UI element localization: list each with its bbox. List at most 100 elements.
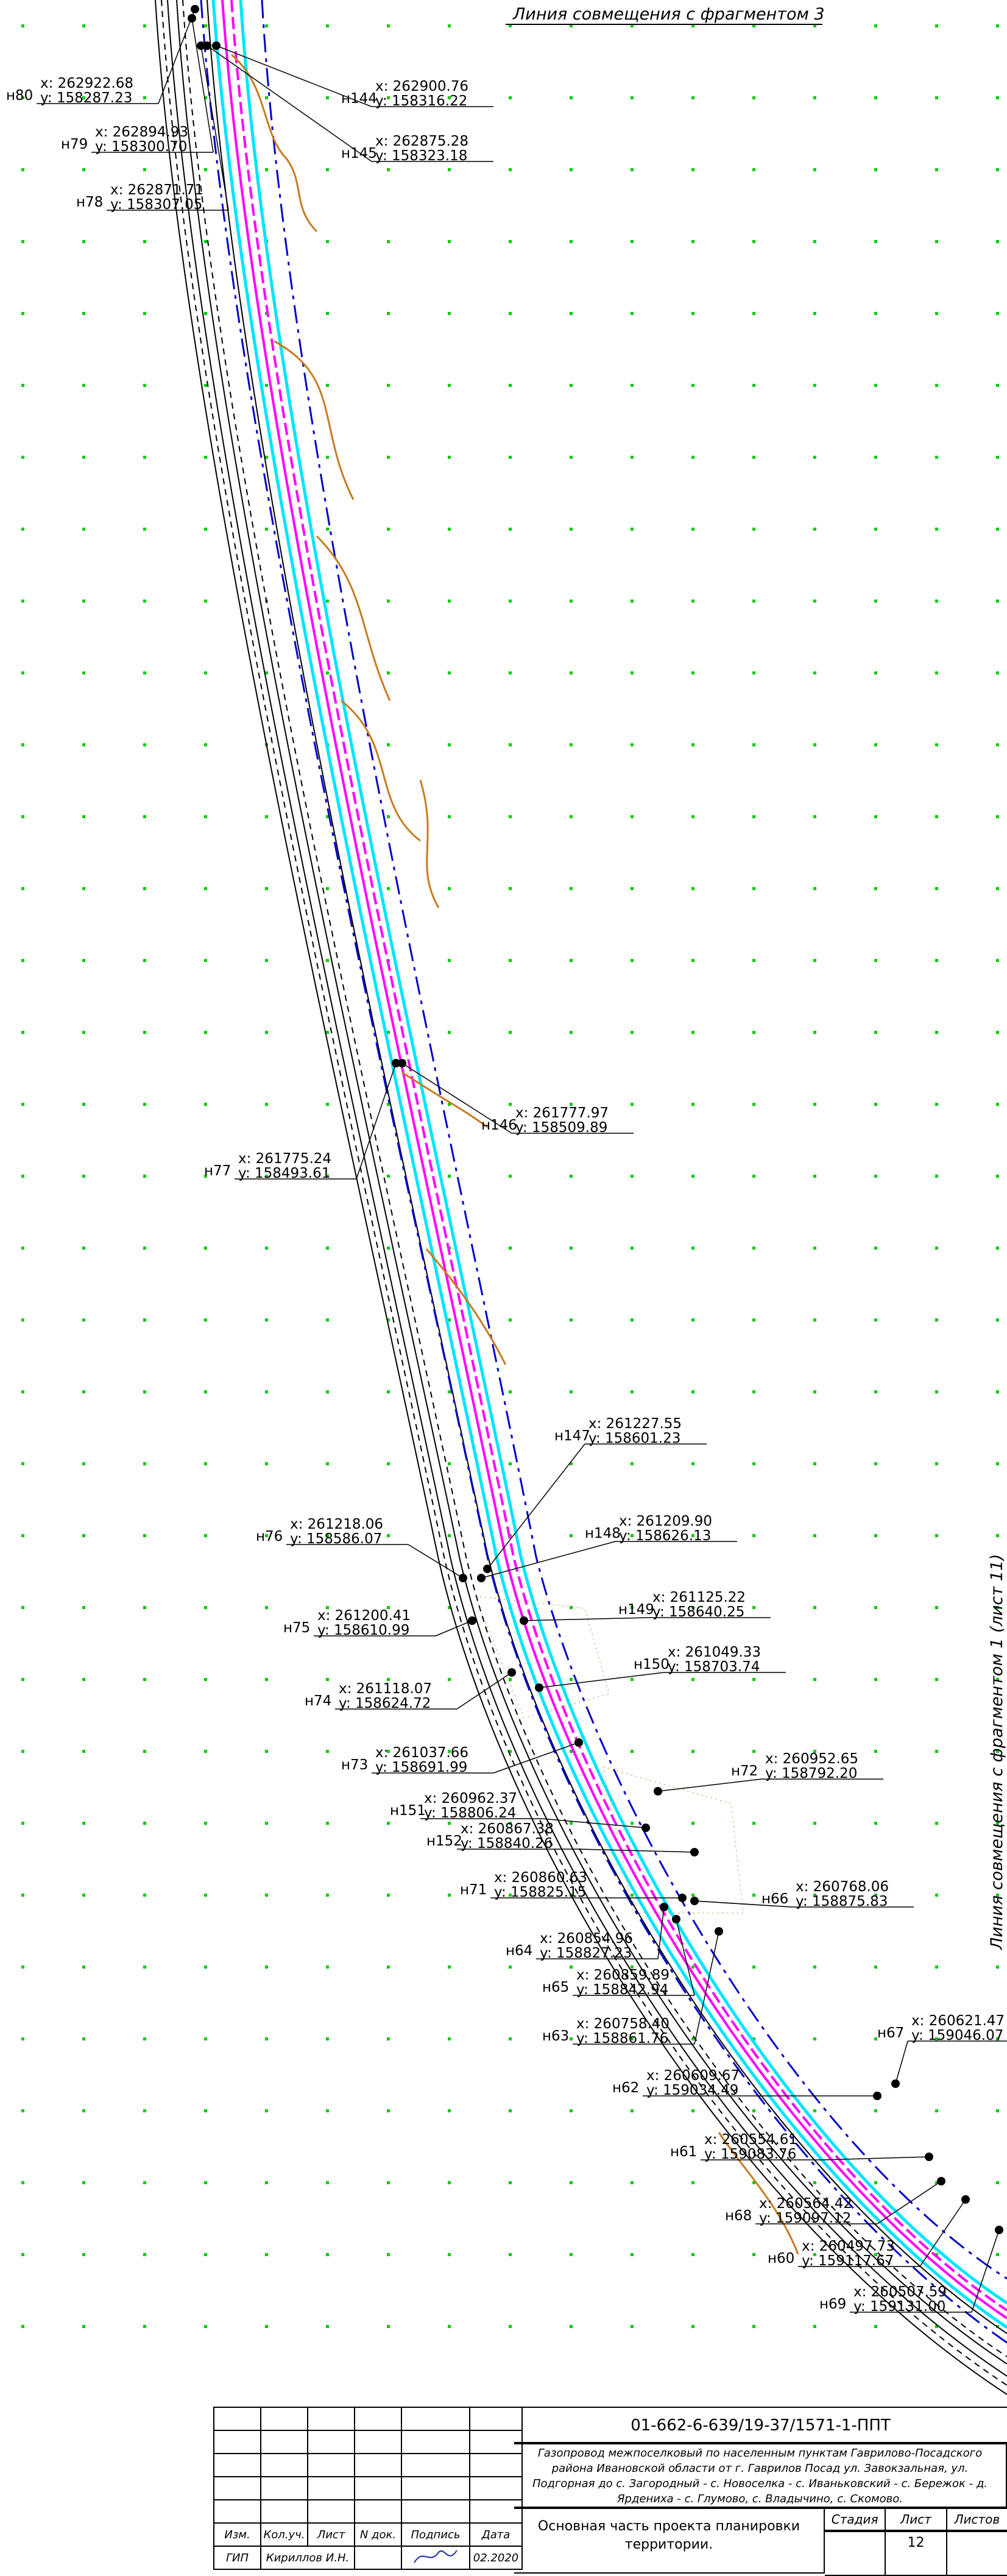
point-name: н62 (612, 2080, 639, 2096)
point-y-coordinate: y: 158703.74 (668, 1659, 760, 1675)
gas-pipeline (221, 0, 1007, 2319)
leader-line (457, 1849, 695, 1853)
leader-line (207, 45, 493, 162)
point-y-coordinate: y: 158825.15 (494, 1884, 586, 1900)
point-x-coordinate: x: 262900.76 (375, 79, 468, 94)
point-x-coordinate: x: 260859.89 (576, 1967, 670, 1983)
point-x-coordinate: x: 261037.66 (375, 1745, 468, 1761)
point-y-coordinate: y: 158586.07 (290, 1531, 382, 1547)
point-name: н146 (481, 1117, 517, 1133)
project-title: Газопровод межпоселковый по населенным п… (514, 2442, 1007, 2508)
revision-row: Изм. Кол.уч. Лист N док. Подпись Дата (213, 2522, 523, 2547)
leader-line (487, 1443, 707, 1569)
revision-cell (401, 2453, 470, 2477)
leader-line (107, 45, 229, 211)
revision-cell (260, 2476, 308, 2500)
survey-point-н62: н62 x: 260609.67y: 159034.49 (612, 2068, 882, 2100)
document-code: 01-662-6-639/19-37/1571-1-ППТ (514, 2407, 1007, 2444)
revision-cell (469, 2476, 523, 2500)
survey-point-н60: н60 x: 260497.73y: 159117.67 (768, 2195, 970, 2269)
point-x-coordinate: x: 260554.61 (704, 2132, 797, 2148)
point-name: н66 (761, 1891, 788, 1907)
point-x-coordinate: x: 262875.28 (375, 133, 468, 149)
point-y-coordinate: y: 158875.83 (796, 1894, 888, 1909)
survey-point-н68: н68 x: 260564.42y: 159097.12 (725, 2177, 945, 2226)
match-line-note-right: Линия совмещения с фрагментом 1 (лист 11… (988, 1554, 1006, 1950)
revision-cell (307, 2430, 355, 2454)
stage-header: Стадия (825, 2509, 886, 2531)
point-name: н72 (731, 1763, 758, 1779)
sheet-header: Лист (886, 2509, 947, 2531)
point-name: н73 (341, 1757, 368, 1773)
point-name: н79 (61, 136, 88, 152)
section-title: Основная часть проекта планировки террит… (514, 2508, 825, 2574)
point-y-coordinate: y: 158626.13 (619, 1528, 711, 1544)
point-y-coordinate: y: 158861.76 (576, 2031, 668, 2047)
survey-point-н61: н61 x: 260554.61y: 159083.76 (670, 2132, 933, 2162)
revision-cell (213, 2476, 261, 2500)
leader-line (335, 1672, 512, 1710)
survey-point-н67: н67 x: 260621.47y: 159046.07 (877, 2013, 1007, 2088)
revision-row (213, 2407, 523, 2431)
revision-cell (354, 2453, 402, 2477)
revision-cell (401, 2546, 470, 2570)
point-x-coordinate: x: 260621.47 (911, 2013, 1005, 2029)
point-y-coordinate: y: 158610.99 (317, 1622, 409, 1638)
leader-line (286, 1544, 464, 1579)
point-x-coordinate: x: 260609.67 (646, 2068, 740, 2084)
point-y-coordinate: y: 158827.23 (540, 1945, 632, 1961)
stage-value (825, 2531, 886, 2575)
revision-cell: ГИП (213, 2546, 261, 2570)
survey-point-н63: н63 x: 260758.40y: 158861.76 (542, 1927, 723, 2047)
leader-line (657, 1778, 883, 1792)
contour-lines (231, 54, 799, 2255)
revision-cell (469, 2499, 523, 2524)
revision-row: ГИП Кириллов И.Н. 02.2020 (213, 2546, 523, 2570)
point-y-coordinate: y: 158307.05 (110, 197, 202, 213)
leader-line (694, 1900, 914, 1908)
point-y-coordinate: y: 158316.22 (375, 93, 467, 109)
point-x-coordinate: x: 261200.41 (317, 1608, 411, 1624)
point-x-coordinate: x: 262922.68 (40, 76, 133, 91)
point-name: н65 (542, 1980, 569, 1995)
point-name: н71 (460, 1882, 487, 1898)
leader-line (573, 1931, 719, 2045)
boundary-lines (200, 0, 1007, 2344)
revision-cell (469, 2407, 523, 2431)
point-y-coordinate: y: 159046.07 (911, 2028, 1003, 2043)
revision-cell (213, 2499, 261, 2524)
point-y-coordinate: y: 158640.25 (652, 1604, 744, 1620)
leader-line (37, 9, 196, 104)
point-x-coordinate: x: 260768.06 (796, 1879, 889, 1895)
survey-point-н69: н69 x: 260507.59y: 159131.00 (819, 2226, 1003, 2315)
survey-point-н79: н79 x: 262894.93y: 158300.70 (61, 14, 214, 155)
leader-line (755, 2181, 942, 2224)
point-x-coordinate: x: 261777.97 (515, 1105, 609, 1121)
point-y-coordinate: y: 159131.00 (853, 2299, 945, 2315)
point-x-coordinate: x: 260758.40 (576, 2016, 670, 2032)
revision-cell (354, 2476, 402, 2500)
point-x-coordinate: x: 261118.07 (339, 1681, 432, 1697)
point-name: н76 (256, 1529, 283, 1545)
leader-line (850, 2229, 1000, 2313)
sheet-number: 12 (886, 2531, 947, 2575)
point-x-coordinate: x: 260860.63 (494, 1870, 587, 1886)
point-y-coordinate: y: 158323.18 (375, 148, 467, 164)
point-x-coordinate: x: 261227.55 (588, 1416, 682, 1432)
point-markers: н80 x: 262922.68y: 158287.23 н79 x: 262894.… (6, 5, 1007, 2315)
revision-cell: 02.2020 (469, 2546, 523, 2570)
point-x-coordinate: x: 261218.06 (290, 1516, 383, 1532)
revision-header-cell: Дата (469, 2522, 523, 2547)
revision-row (213, 2430, 523, 2454)
point-name: н63 (542, 2028, 569, 2044)
survey-point-н78: н78 x: 262871.71y: 158307.05 (76, 41, 229, 213)
point-x-coordinate: x: 260497.73 (802, 2238, 895, 2254)
point-y-coordinate: y: 158601.23 (588, 1431, 680, 1446)
point-x-coordinate: x: 260952.65 (765, 1751, 858, 1767)
point-name: н151 (390, 1803, 426, 1819)
point-x-coordinate: x: 261775.24 (238, 1151, 331, 1167)
point-y-coordinate: y: 159097.12 (759, 2210, 851, 2226)
